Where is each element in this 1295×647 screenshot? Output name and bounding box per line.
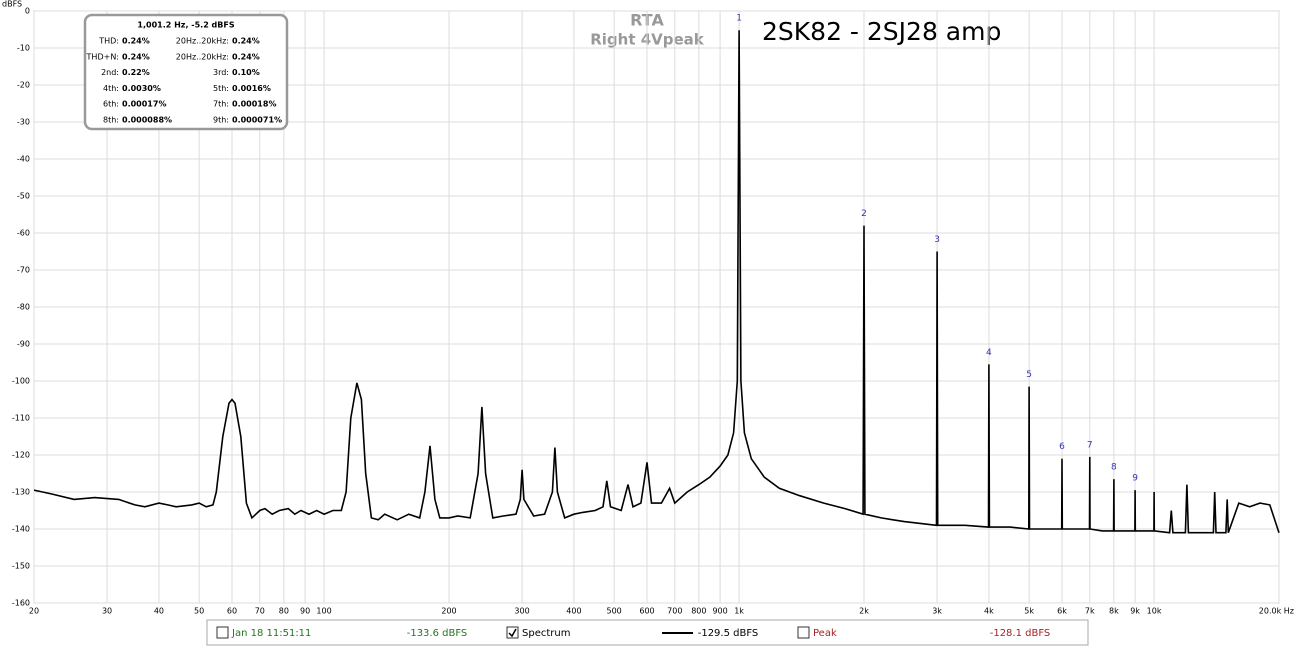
x-tick-label: 1k bbox=[734, 607, 744, 616]
x-tick-label: 300 bbox=[514, 607, 529, 616]
info-label: THD: bbox=[98, 37, 119, 46]
x-tick-label: 70 bbox=[255, 607, 265, 616]
info-value: 0.0016% bbox=[232, 84, 271, 93]
info-value: 0.24% bbox=[122, 37, 150, 46]
x-tick-label: 30 bbox=[102, 607, 112, 616]
info-value: 0.24% bbox=[232, 37, 260, 46]
y-tick-label: -50 bbox=[17, 192, 30, 201]
info-value: 0.000088% bbox=[122, 116, 172, 125]
x-tick-label: 10k bbox=[1147, 607, 1162, 616]
info-label: 20Hz..20kHz: bbox=[176, 37, 229, 46]
y-tick-label: -150 bbox=[12, 562, 30, 571]
y-tick-label: -40 bbox=[17, 155, 30, 164]
x-tick-label: 500 bbox=[607, 607, 622, 616]
y-tick-label: -100 bbox=[12, 377, 30, 386]
legend-checkbox[interactable] bbox=[506, 626, 519, 639]
info-header: 1,001.2 Hz, -5.2 dBFS bbox=[137, 21, 234, 30]
annotation: 2SK82 - 2SJ28 amp bbox=[762, 17, 1001, 46]
info-value: 0.00018% bbox=[232, 100, 276, 109]
info-label: 8th: bbox=[103, 116, 119, 125]
info-value: 0.24% bbox=[122, 52, 150, 61]
y-tick-label: -30 bbox=[17, 118, 30, 127]
y-tick-label: -110 bbox=[12, 414, 30, 423]
info-value: 0.000071% bbox=[232, 116, 282, 125]
x-tick-label: 60 bbox=[227, 607, 237, 616]
legend-label: Spectrum bbox=[522, 628, 570, 639]
x-tick-label: 8k bbox=[1109, 607, 1119, 616]
harmonic-marker: 5 bbox=[1026, 370, 1032, 380]
harmonic-marker: 6 bbox=[1059, 442, 1065, 452]
x-tick-label: 2k bbox=[859, 607, 869, 616]
y-tick-label: -20 bbox=[17, 81, 30, 90]
info-label: 4th: bbox=[103, 84, 119, 93]
legend-label: Peak bbox=[813, 628, 837, 639]
x-tick-label: 400 bbox=[566, 607, 581, 616]
harmonic-marker: 3 bbox=[934, 235, 940, 245]
legend-value: -133.6 dBFS bbox=[407, 628, 468, 639]
y-tick-label: -80 bbox=[17, 303, 30, 312]
info-label: 2nd: bbox=[101, 68, 119, 77]
info-label: THD+N: bbox=[86, 52, 119, 61]
y-axis-label: dBFS bbox=[2, 0, 22, 9]
x-tick-label: 700 bbox=[667, 607, 682, 616]
x-tick-label: 9k bbox=[1130, 607, 1140, 616]
spectrum-line bbox=[33, 30, 1280, 534]
x-tick-label: 6k bbox=[1057, 607, 1067, 616]
harmonic-marker: 2 bbox=[861, 209, 867, 219]
info-value: 0.24% bbox=[232, 52, 260, 61]
harmonic-marker: 4 bbox=[986, 348, 992, 358]
info-label: 20Hz..20kHz: bbox=[176, 52, 229, 61]
legend-check bbox=[508, 628, 517, 638]
y-tick-label: -130 bbox=[12, 488, 30, 497]
y-tick-label: -120 bbox=[12, 451, 30, 460]
legend-bar bbox=[206, 619, 1089, 646]
legend-checkbox[interactable] bbox=[797, 626, 810, 639]
x-tick-label: 90 bbox=[300, 607, 310, 616]
y-tick-label: 0 bbox=[25, 7, 30, 16]
info-label: 5th: bbox=[213, 84, 229, 93]
y-tick-label: -70 bbox=[17, 266, 30, 275]
y-tick-label: -60 bbox=[17, 229, 30, 238]
x-tick-label: 20.0k Hz bbox=[1259, 607, 1294, 616]
y-tick-label: -10 bbox=[17, 44, 30, 53]
info-value: 0.22% bbox=[122, 68, 150, 77]
legend-value: -129.5 dBFS bbox=[698, 628, 759, 639]
x-tick-label: 7k bbox=[1085, 607, 1095, 616]
legend-checkbox[interactable] bbox=[216, 626, 229, 639]
info-label: 9th: bbox=[213, 116, 229, 125]
info-value: 0.0030% bbox=[122, 84, 161, 93]
x-tick-label: 5k bbox=[1024, 607, 1034, 616]
legend-value: -128.1 dBFS bbox=[990, 628, 1051, 639]
x-tick-label: 100 bbox=[316, 607, 331, 616]
info-value: 0.00017% bbox=[122, 100, 166, 109]
x-tick-label: 800 bbox=[691, 607, 706, 616]
x-tick-label: 80 bbox=[279, 607, 289, 616]
harmonic-marker: 9 bbox=[1132, 474, 1138, 484]
info-label: 7th: bbox=[213, 100, 229, 109]
harmonic-marker: 8 bbox=[1111, 463, 1117, 473]
info-value: 0.10% bbox=[232, 68, 260, 77]
info-label: 3rd: bbox=[213, 68, 229, 77]
y-tick-label: -140 bbox=[12, 525, 30, 534]
harmonic-marker: 7 bbox=[1087, 440, 1093, 450]
info-box bbox=[83, 13, 289, 131]
x-tick-label: 50 bbox=[194, 607, 204, 616]
y-tick-label: -90 bbox=[17, 340, 30, 349]
x-tick-label: 900 bbox=[712, 607, 727, 616]
legend-label: Jan 18 11:51:11 bbox=[231, 628, 311, 639]
x-tick-label: 200 bbox=[441, 607, 456, 616]
chart-subtitle: Right 4Vpeak bbox=[590, 31, 705, 49]
x-tick-label: 40 bbox=[154, 607, 164, 616]
x-tick-label: 20 bbox=[29, 607, 39, 616]
x-tick-label: 3k bbox=[932, 607, 942, 616]
harmonic-marker: 1 bbox=[736, 14, 742, 24]
x-tick-label: 600 bbox=[639, 607, 654, 616]
x-tick-label: 4k bbox=[984, 607, 994, 616]
y-tick-label: -160 bbox=[12, 599, 30, 608]
info-label: 6th: bbox=[103, 100, 119, 109]
